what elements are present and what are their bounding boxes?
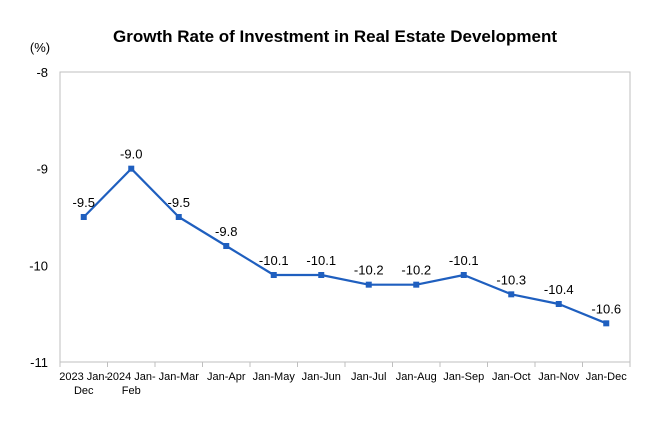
x-tick-label: Jan-Jun (302, 371, 341, 383)
x-tick-label: Jan-Nov (538, 371, 579, 383)
x-tick-label: Jan-Mar (159, 371, 200, 383)
y-axis: -8 -9 -10 -11 (29, 65, 48, 370)
data-point (365, 281, 372, 288)
data-point (460, 272, 467, 278)
data-label: -10.4 (544, 282, 574, 297)
data-label: -9.8 (215, 224, 237, 239)
data-point (128, 165, 135, 172)
x-tick-label: Jan-Apr (207, 371, 246, 383)
data-point (80, 214, 87, 220)
plot-frame (59, 71, 631, 363)
data-label: -10.3 (496, 272, 526, 287)
data-point (508, 291, 515, 298)
y-tick-label: -10 (29, 258, 48, 273)
y-unit-label: (%) (30, 40, 50, 55)
series-line (83, 167, 607, 325)
x-tick-label: Jan-Oct (492, 371, 531, 383)
data-label: -9.5 (73, 195, 95, 210)
x-tick-label: 2024 Jan-Feb (107, 371, 156, 397)
x-tick-label: Jan-May (253, 371, 296, 383)
y-tick-label: -8 (36, 65, 48, 80)
data-point (223, 243, 230, 249)
chart-title: Growth Rate of Investment in Real Estate… (113, 27, 557, 46)
data-point (175, 214, 182, 220)
data-point (603, 320, 610, 327)
y-tick-label: -11 (30, 355, 48, 370)
data-label: -10.2 (401, 263, 431, 278)
data-label: -10.2 (354, 263, 384, 278)
x-tick-label: Jan-Jul (351, 371, 386, 383)
data-label: -10.1 (449, 253, 479, 268)
data-point (413, 281, 420, 288)
data-point (555, 301, 562, 307)
data-label: -9.5 (168, 195, 190, 210)
x-tick-label: 2023 Jan-Dec (59, 371, 108, 397)
series (80, 165, 610, 327)
data-labels: -9.5 -9.0 -9.5 -9.8 -10.1 -10.1 -10.2 -10.2 -10.… (73, 147, 622, 317)
data-label: -9.0 (120, 147, 142, 162)
data-label: -10.6 (591, 301, 621, 316)
data-label: -10.1 (306, 253, 336, 268)
data-point (270, 272, 277, 278)
x-tick-label: Jan-Dec (586, 371, 627, 383)
y-tick-label: -9 (36, 162, 48, 177)
x-tick-label: Jan-Sep (443, 371, 484, 383)
x-tick-label: Jan-Aug (396, 371, 437, 383)
data-label: -10.1 (259, 253, 289, 268)
data-point (318, 272, 325, 278)
